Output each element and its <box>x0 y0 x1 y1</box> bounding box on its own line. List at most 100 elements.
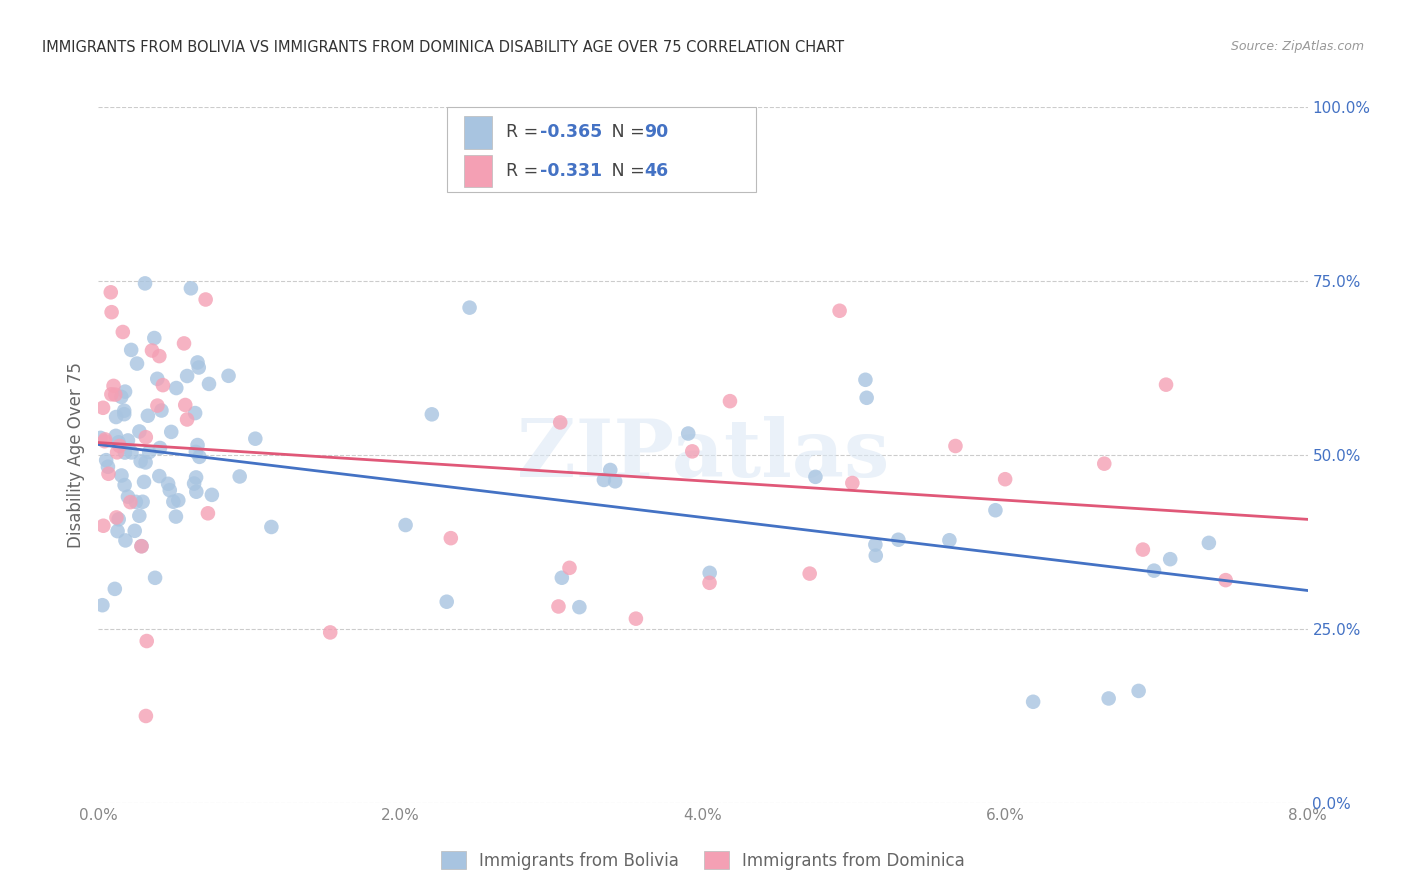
Y-axis label: Disability Age Over 75: Disability Age Over 75 <box>67 362 86 548</box>
Point <box>865 538 887 552</box>
Text: 90: 90 <box>644 123 668 142</box>
Text: 46: 46 <box>644 161 668 179</box>
Point <box>699 575 721 590</box>
Point <box>131 495 153 509</box>
Point <box>624 612 647 626</box>
Point <box>149 441 172 455</box>
Point <box>245 432 267 446</box>
Point <box>125 357 148 371</box>
Point <box>568 600 591 615</box>
Point <box>136 409 159 423</box>
Point <box>547 599 569 614</box>
Point <box>458 301 481 315</box>
Point <box>91 598 114 612</box>
Point <box>107 512 129 526</box>
Text: R =: R = <box>506 123 544 142</box>
Point <box>1098 691 1121 706</box>
Point <box>114 533 136 548</box>
Point <box>420 407 443 421</box>
Point <box>184 470 207 484</box>
Point <box>148 469 170 483</box>
Point <box>124 524 146 538</box>
Point <box>188 450 211 464</box>
Point <box>117 490 139 504</box>
Legend: Immigrants from Bolivia, Immigrants from Dominica: Immigrants from Bolivia, Immigrants from… <box>433 843 973 878</box>
Point <box>97 467 120 481</box>
Point <box>887 533 910 547</box>
Point <box>718 394 741 409</box>
Point <box>141 343 163 358</box>
Point <box>128 508 150 523</box>
Point <box>176 369 198 384</box>
Point <box>105 410 128 425</box>
Point <box>855 373 877 387</box>
Point <box>100 305 122 319</box>
Point <box>146 399 169 413</box>
Point <box>994 472 1017 486</box>
Point <box>165 509 187 524</box>
Point <box>201 488 224 502</box>
Point <box>319 625 342 640</box>
Point <box>1215 573 1237 587</box>
Point <box>112 403 135 417</box>
Point <box>120 495 142 509</box>
Point <box>152 378 174 392</box>
Point <box>167 493 190 508</box>
Point <box>112 407 135 421</box>
Point <box>558 561 581 575</box>
Point <box>865 549 887 563</box>
Point <box>599 463 621 477</box>
Point <box>150 403 173 417</box>
Point <box>1143 564 1166 578</box>
Point <box>105 510 128 524</box>
Point <box>138 445 160 459</box>
Point <box>551 571 574 585</box>
Point <box>97 459 120 474</box>
Text: N =: N = <box>595 161 650 179</box>
Point <box>131 539 153 553</box>
Text: N =: N = <box>595 123 650 142</box>
Point <box>148 349 170 363</box>
Point <box>938 533 960 548</box>
Point <box>114 445 136 459</box>
Point <box>1198 536 1220 550</box>
Point <box>260 520 283 534</box>
Text: IMMIGRANTS FROM BOLIVIA VS IMMIGRANTS FROM DOMINICA DISABILITY AGE OVER 75 CORRE: IMMIGRANTS FROM BOLIVIA VS IMMIGRANTS FR… <box>42 40 845 55</box>
Point <box>128 425 150 439</box>
Point <box>436 595 458 609</box>
Point <box>125 495 148 509</box>
Point <box>91 518 114 533</box>
Point <box>1154 377 1177 392</box>
Point <box>114 384 136 399</box>
Point <box>855 391 877 405</box>
Point <box>135 634 157 648</box>
Point <box>100 285 122 300</box>
Point <box>134 277 156 291</box>
Point <box>676 426 699 441</box>
Point <box>165 381 187 395</box>
Text: -0.365: -0.365 <box>540 123 602 142</box>
Point <box>135 430 157 444</box>
Point <box>1128 684 1150 698</box>
Point <box>93 434 115 449</box>
Text: Source: ZipAtlas.com: Source: ZipAtlas.com <box>1230 40 1364 54</box>
Point <box>1132 542 1154 557</box>
Point <box>184 445 207 459</box>
Point <box>100 387 122 401</box>
Point <box>162 494 184 508</box>
Point <box>114 478 136 492</box>
Point <box>799 566 821 581</box>
Point <box>143 331 166 345</box>
Point <box>107 435 129 450</box>
Point <box>121 445 143 459</box>
Point <box>548 416 571 430</box>
Point <box>228 469 250 483</box>
Point <box>143 571 166 585</box>
Point <box>828 303 851 318</box>
Point <box>1022 695 1045 709</box>
Text: -0.331: -0.331 <box>540 161 602 179</box>
Point <box>103 379 125 393</box>
Point <box>110 468 132 483</box>
Point <box>1092 457 1115 471</box>
Point <box>198 376 221 391</box>
